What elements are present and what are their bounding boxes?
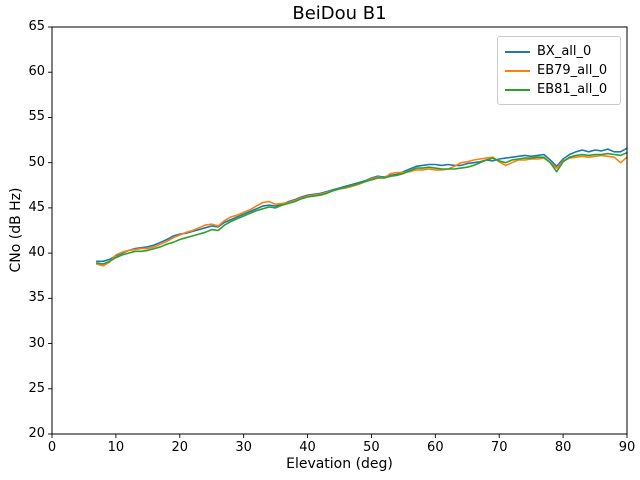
- y-tick-label: 50: [28, 154, 45, 170]
- legend-entry: EB79_all_0: [505, 61, 613, 80]
- x-tick-label: 30: [235, 440, 252, 455]
- x-tick-label: 80: [554, 440, 572, 455]
- legend: BX_all_0 EB79_all_0 EB81_all_0: [497, 36, 621, 105]
- legend-label: BX_all_0: [537, 44, 592, 59]
- y-tick-label: 40: [28, 245, 45, 261]
- legend-entry: EB81_all_0: [505, 80, 613, 99]
- y-tick-label: 65: [28, 19, 45, 34]
- chart-title: BeiDou B1: [292, 3, 387, 24]
- legend-label: EB79_all_0: [537, 63, 608, 78]
- y-tick-label: 30: [28, 335, 45, 351]
- x-tick-label: 20: [171, 440, 189, 455]
- x-tick-label: 50: [363, 440, 380, 455]
- y-tick-label: 45: [28, 199, 45, 215]
- x-tick-label: 0: [47, 440, 57, 455]
- y-tick-label: 60: [28, 64, 45, 80]
- legend-line-sample-orange: [505, 69, 530, 72]
- legend-label: EB81_all_0: [537, 82, 608, 97]
- x-tick-label: 10: [107, 440, 125, 455]
- x-axis-label: Elevation (deg): [286, 456, 393, 472]
- legend-entry: BX_all_0: [505, 42, 613, 61]
- y-tick-label: 25: [28, 380, 45, 396]
- y-tick-label: 35: [28, 290, 45, 306]
- x-tick-label: 70: [490, 440, 508, 455]
- y-tick-label: 20: [28, 426, 45, 441]
- x-tick-label: 60: [427, 440, 444, 455]
- x-tick-label: 90: [618, 440, 636, 455]
- x-tick-label: 40: [299, 440, 316, 455]
- legend-line-sample-blue: [505, 50, 530, 53]
- y-tick-label: 55: [28, 109, 45, 125]
- legend-line-sample-green: [505, 88, 530, 91]
